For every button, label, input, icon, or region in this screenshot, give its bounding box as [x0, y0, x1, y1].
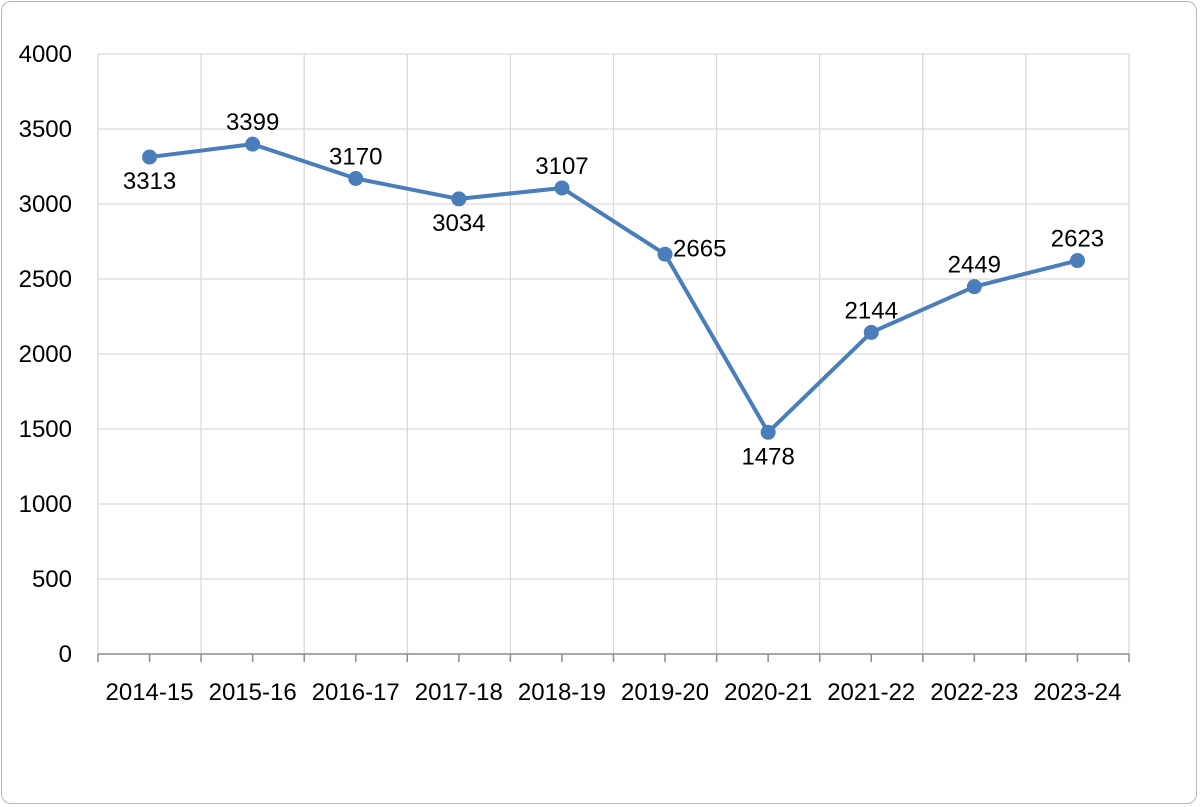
data-label: 2665	[673, 235, 726, 262]
y-tick-label: 500	[32, 566, 72, 593]
x-tick-label: 2020-21	[724, 679, 812, 706]
y-tick-label: 1000	[19, 491, 72, 518]
data-label: 3399	[226, 109, 279, 136]
data-point	[863, 324, 879, 340]
data-point	[142, 149, 158, 165]
data-label: 3034	[432, 210, 485, 237]
x-tick-label: 2021-22	[827, 679, 915, 706]
x-tick-label: 2018-19	[518, 679, 606, 706]
data-label: 3170	[329, 144, 382, 171]
series-layer	[142, 136, 1085, 440]
x-tick-label: 2023-24	[1033, 679, 1121, 706]
data-label: 2449	[948, 252, 1001, 279]
data-point	[760, 424, 776, 440]
data-label: 2623	[1051, 226, 1104, 253]
label-layer: 3313 3399 3170 3034 3107 2665 1478 2144 2449 2623	[123, 109, 1104, 470]
data-label: 3313	[123, 168, 176, 195]
y-tick-label: 2500	[19, 266, 72, 293]
x-tick-label: 2014-15	[106, 679, 194, 706]
data-point	[451, 191, 467, 207]
x-tick-label: 2016-17	[312, 679, 400, 706]
x-tick-label: 2022-23	[930, 679, 1018, 706]
data-point	[348, 171, 364, 186]
data-point	[554, 180, 570, 196]
y-tick-label: 2000	[19, 341, 72, 368]
axis-layer: 0 500 1000 1500 2000 2500 3000 3500 4000 2014-15 2…	[19, 41, 1130, 706]
x-tick-label: 2015-16	[209, 679, 297, 706]
data-point	[245, 136, 261, 152]
y-tick-label: 1500	[19, 416, 72, 443]
grid-layer	[97, 53, 1130, 654]
data-label: 3107	[535, 153, 588, 180]
y-tick-label: 0	[59, 641, 72, 668]
y-tick-label: 3000	[19, 191, 72, 218]
data-point	[966, 279, 982, 295]
y-tick-label: 4000	[19, 41, 72, 68]
x-tick-label: 2019-20	[621, 679, 709, 706]
x-tick-label: 2017-18	[415, 679, 503, 706]
y-tick-label: 3500	[19, 116, 72, 143]
data-point	[657, 246, 673, 262]
data-label: 1478	[741, 443, 794, 470]
series-line	[147, 142, 1080, 435]
data-label: 2144	[845, 297, 898, 324]
data-point	[1069, 253, 1085, 269]
